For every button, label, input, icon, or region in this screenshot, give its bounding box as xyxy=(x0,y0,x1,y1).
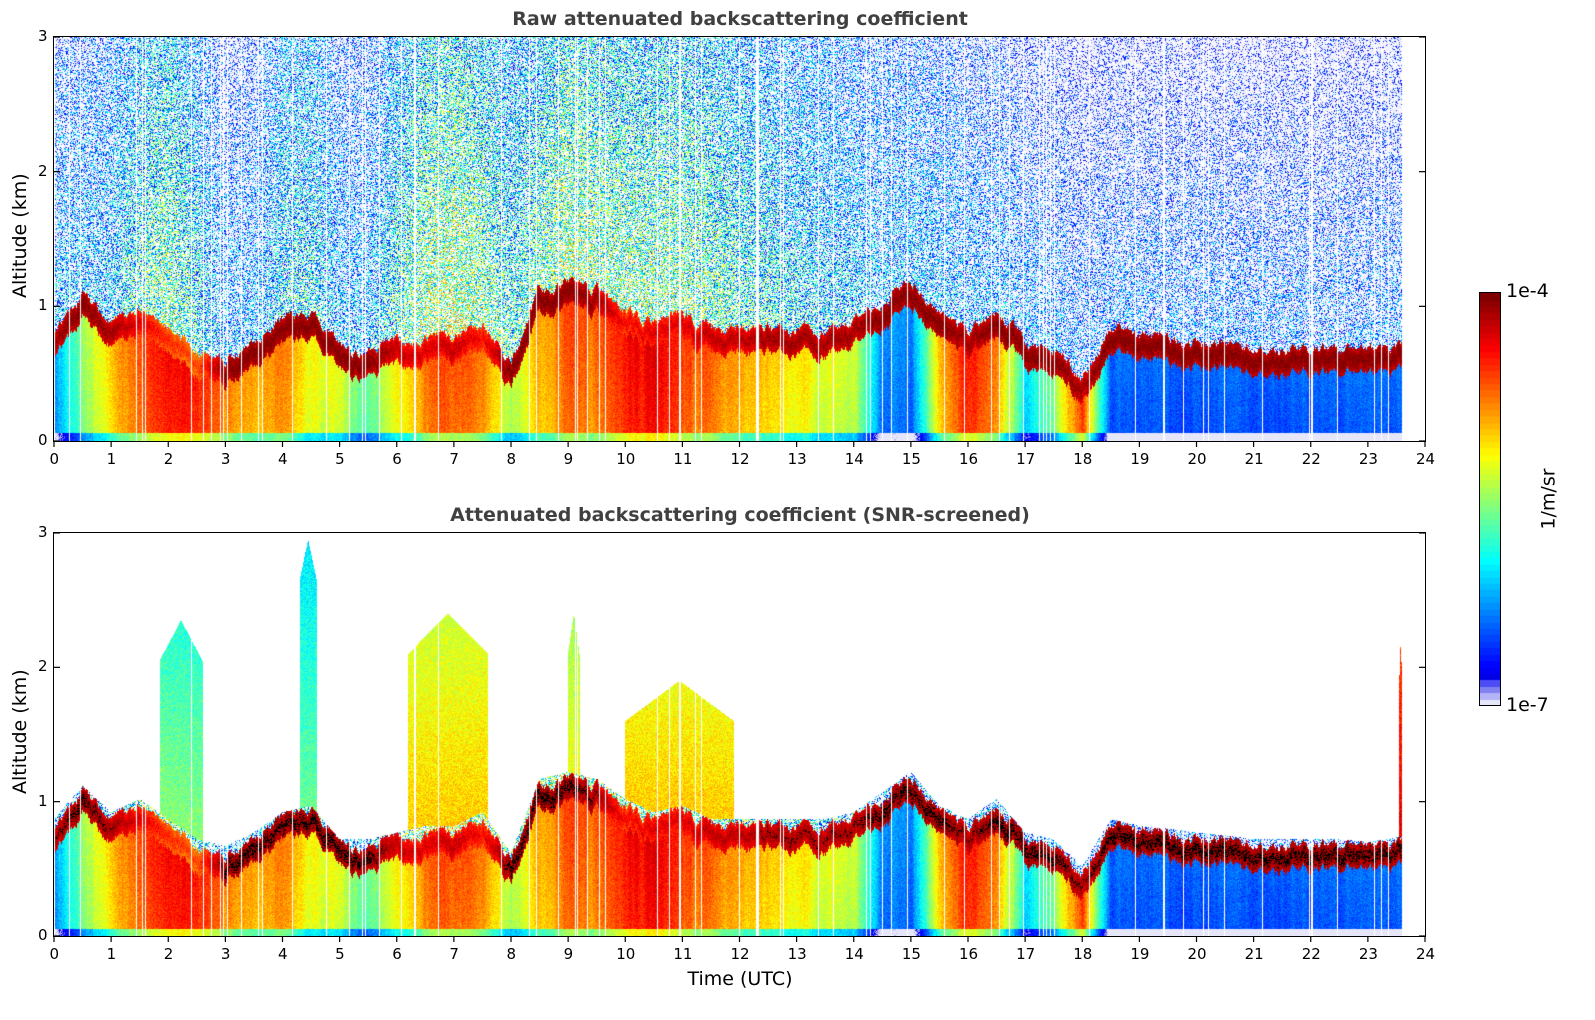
x-tick-label: 10 xyxy=(616,945,636,963)
x-tick-label: 4 xyxy=(278,945,288,963)
x-tick-label: 16 xyxy=(959,450,979,468)
x-tick-label: 22 xyxy=(1301,945,1321,963)
raw-panel-title: Raw attenuated backscattering coefficien… xyxy=(512,8,968,30)
colorbar-min-label: 1e-7 xyxy=(1506,694,1549,716)
x-tick-label: 15 xyxy=(901,450,921,468)
raw-y-axis-label: Altitude (km) xyxy=(9,173,31,298)
x-tick-label: 1 xyxy=(106,945,117,963)
x-tick-label: 11 xyxy=(673,450,693,468)
x-tick-label: 17 xyxy=(1016,945,1036,963)
colorbar-unit-label: 1/m/sr xyxy=(1537,468,1560,530)
x-tick-label: 12 xyxy=(730,945,750,963)
snr-panel-title: Attenuated backscattering coefficient (S… xyxy=(450,504,1030,526)
x-tick-label: 19 xyxy=(1130,450,1150,468)
y-tick-label: 1 xyxy=(38,791,48,810)
x-tick-label: 14 xyxy=(844,450,864,468)
x-tick-label: 10 xyxy=(616,450,636,468)
x-tick-label: 15 xyxy=(901,945,921,963)
y-tick-label: 0 xyxy=(38,431,48,449)
x-tick-label: 5 xyxy=(335,450,345,468)
x-tick-label: 23 xyxy=(1358,450,1378,468)
x-tick-label: 8 xyxy=(506,450,517,468)
x-tick-label: 12 xyxy=(730,450,750,468)
x-tick-label: 21 xyxy=(1244,450,1264,468)
y-tick-label: 0 xyxy=(38,926,48,944)
snr-heatmap xyxy=(54,533,1425,936)
x-tick-label: 17 xyxy=(1016,450,1036,468)
x-tick-label: 3 xyxy=(220,450,231,468)
x-tick-label: 9 xyxy=(563,450,574,468)
x-tick-label: 13 xyxy=(787,450,807,468)
x-tick-label: 5 xyxy=(335,945,345,963)
x-tick-label: 9 xyxy=(563,945,574,963)
y-tick-label: 2 xyxy=(38,657,48,676)
x-tick-label: 7 xyxy=(449,450,459,468)
x-tick-label: 20 xyxy=(1187,945,1207,963)
x-tick-label: 0 xyxy=(49,945,60,963)
x-tick-label: 16 xyxy=(959,945,979,963)
colorbar xyxy=(1479,292,1501,706)
x-tick-label: 1 xyxy=(106,450,117,468)
colorbar-max-label: 1e-4 xyxy=(1506,280,1549,302)
x-tick-label: 4 xyxy=(278,450,288,468)
x-tick-label: 14 xyxy=(844,945,864,963)
x-tick-label: 22 xyxy=(1301,450,1321,468)
x-tick-label: 18 xyxy=(1073,945,1093,963)
x-tick-label: 7 xyxy=(449,945,459,963)
x-tick-label: 6 xyxy=(392,945,402,963)
x-tick-label: 2 xyxy=(163,945,174,963)
x-tick-label: 0 xyxy=(49,450,60,468)
x-tick-label: 2 xyxy=(163,450,174,468)
raw-heatmap xyxy=(54,37,1425,441)
y-tick-label: 3 xyxy=(38,27,48,45)
snr-y-axis-label: Altitude (km) xyxy=(9,669,31,794)
x-tick-label: 8 xyxy=(506,945,517,963)
y-tick-label: 2 xyxy=(38,161,48,180)
x-tick-label: 3 xyxy=(220,945,231,963)
x-tick-label: 21 xyxy=(1244,945,1264,963)
x-tick-label: 23 xyxy=(1358,945,1378,963)
x-tick-label: 18 xyxy=(1073,450,1093,468)
x-tick-label: 24 xyxy=(1416,945,1436,963)
x-tick-label: 13 xyxy=(787,945,807,963)
x-tick-label: 11 xyxy=(673,945,693,963)
x-tick-label: 19 xyxy=(1130,945,1150,963)
x-axis-label: Time (UTC) xyxy=(687,968,793,990)
x-tick-label: 6 xyxy=(392,450,402,468)
x-tick-label: 20 xyxy=(1187,450,1207,468)
x-tick-label: 24 xyxy=(1416,450,1436,468)
y-tick-label: 3 xyxy=(38,523,48,541)
y-tick-label: 1 xyxy=(38,296,48,315)
